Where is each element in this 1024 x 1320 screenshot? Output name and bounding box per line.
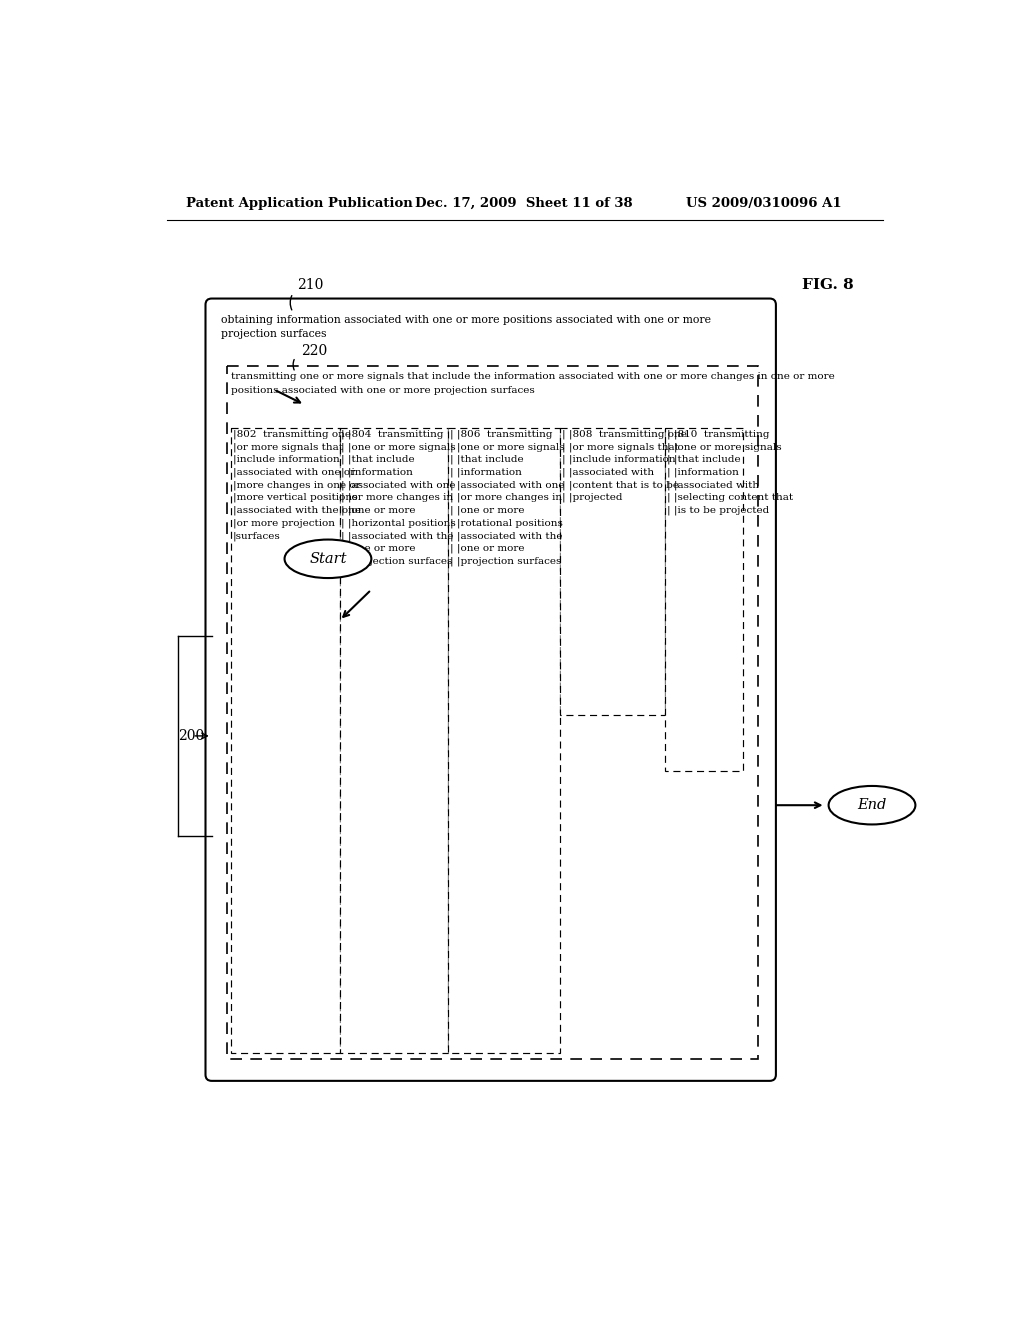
- Text: Start: Start: [309, 552, 347, 566]
- Text: | |projection surfaces: | |projection surfaces: [450, 557, 561, 566]
- Bar: [449, 428, 560, 1053]
- Text: | |rotational positions: | |rotational positions: [450, 519, 562, 528]
- Text: obtaining information associated with one or more positions associated with one : obtaining information associated with on…: [221, 315, 711, 326]
- Text: |associated with one or: |associated with one or: [232, 467, 354, 477]
- Text: | |projected: | |projected: [562, 492, 623, 503]
- Text: projection surfaces: projection surfaces: [221, 330, 327, 339]
- Text: | |associated with one: | |associated with one: [341, 480, 456, 490]
- Text: | |one or more: | |one or more: [450, 506, 524, 515]
- Text: Patent Application Publication: Patent Application Publication: [186, 197, 413, 210]
- Text: | |810  transmitting: | |810 transmitting: [667, 429, 769, 440]
- Text: | |804  transmitting: | |804 transmitting: [341, 429, 443, 440]
- Text: | |include information: | |include information: [562, 455, 676, 465]
- Text: | |information: | |information: [667, 467, 738, 477]
- Text: | |one or more signals: | |one or more signals: [341, 442, 456, 451]
- Text: |more vertical positions: |more vertical positions: [232, 492, 357, 503]
- Text: | |one or more: | |one or more: [341, 506, 416, 515]
- Text: | |is to be projected: | |is to be projected: [667, 506, 769, 515]
- Text: | |selecting content that: | |selecting content that: [667, 492, 793, 503]
- Text: | |808  transmitting one: | |808 transmitting one: [562, 429, 687, 440]
- Ellipse shape: [828, 785, 915, 825]
- Text: | |one or more signals: | |one or more signals: [450, 442, 564, 451]
- Text: | |information: | |information: [450, 467, 521, 477]
- Text: | |horizontal positions: | |horizontal positions: [341, 519, 456, 528]
- Text: | |or more changes in: | |or more changes in: [450, 492, 562, 503]
- Text: FIG. 8: FIG. 8: [802, 279, 854, 293]
- Text: |or more signals that: |or more signals that: [232, 442, 343, 451]
- Text: |associated with the one: |associated with the one: [232, 506, 360, 515]
- Text: | |associated with the: | |associated with the: [450, 531, 562, 541]
- Text: |or more projection: |or more projection: [232, 519, 335, 528]
- Text: positions associated with one or more projection surfaces: positions associated with one or more pr…: [231, 387, 535, 395]
- Text: | |associated with: | |associated with: [562, 467, 654, 477]
- Text: US 2009/0310096 A1: US 2009/0310096 A1: [686, 197, 842, 210]
- Bar: [340, 428, 449, 1053]
- Text: | |or more signals that: | |or more signals that: [562, 442, 679, 451]
- Text: 220: 220: [301, 345, 327, 358]
- Text: | |one or more signals: | |one or more signals: [667, 442, 781, 451]
- Text: | |that include: | |that include: [450, 455, 523, 465]
- Bar: [665, 428, 742, 771]
- Text: | |associated with: | |associated with: [667, 480, 759, 490]
- Text: |include information: |include information: [232, 455, 339, 465]
- Bar: [231, 428, 340, 1053]
- Text: | |content that is to be: | |content that is to be: [562, 480, 679, 490]
- Text: | |information: | |information: [341, 467, 413, 477]
- Text: Dec. 17, 2009  Sheet 11 of 38: Dec. 17, 2009 Sheet 11 of 38: [415, 197, 633, 210]
- Ellipse shape: [285, 540, 372, 578]
- Text: |802  transmitting one: |802 transmitting one: [232, 429, 350, 440]
- Text: | |that include: | |that include: [341, 455, 415, 465]
- Text: 200: 200: [178, 729, 205, 743]
- FancyBboxPatch shape: [206, 298, 776, 1081]
- Text: | |one or more: | |one or more: [450, 544, 524, 553]
- Text: | |or more changes in: | |or more changes in: [341, 492, 454, 503]
- Text: | |806  transmitting: | |806 transmitting: [450, 429, 552, 440]
- Text: transmitting one or more signals that include the information associated with on: transmitting one or more signals that in…: [231, 372, 835, 381]
- Text: |more changes in one or: |more changes in one or: [232, 480, 360, 490]
- Text: | |associated with the: | |associated with the: [341, 531, 454, 541]
- Text: | |projection surfaces: | |projection surfaces: [341, 557, 453, 566]
- Bar: [227, 367, 758, 1059]
- Text: | |one or more: | |one or more: [341, 544, 416, 553]
- Text: |surfaces: |surfaces: [232, 531, 281, 541]
- Text: | |that include: | |that include: [667, 455, 740, 465]
- Text: End: End: [857, 799, 887, 812]
- Text: 210: 210: [297, 279, 324, 293]
- Text: | |associated with one: | |associated with one: [450, 480, 564, 490]
- Bar: [560, 428, 665, 715]
